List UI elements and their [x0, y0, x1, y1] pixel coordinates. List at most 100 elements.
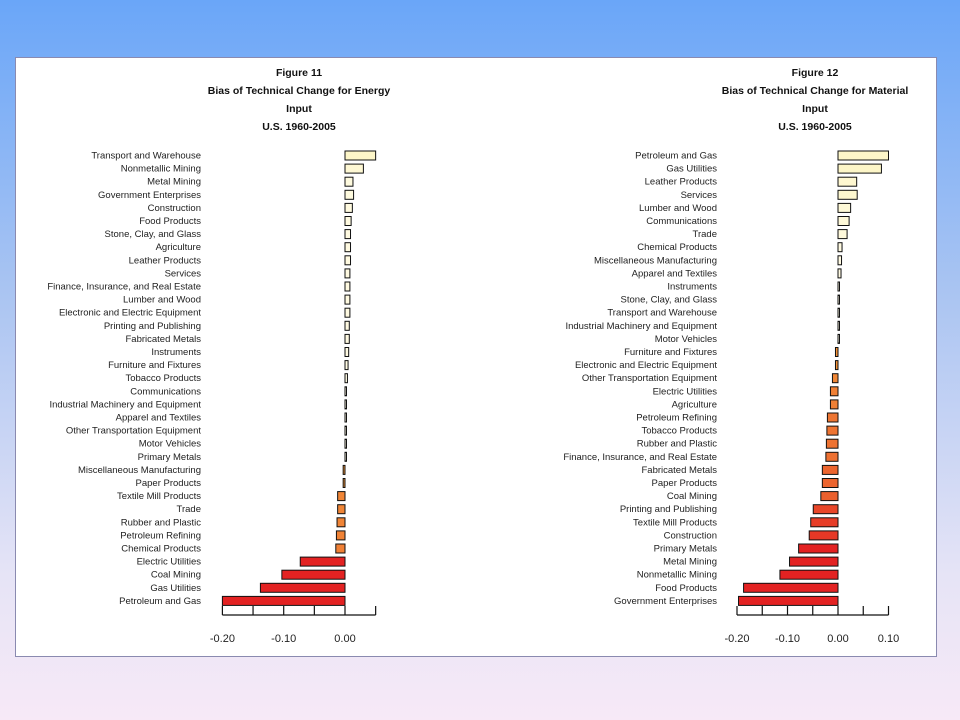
- category-label: Petroleum and Gas: [635, 151, 717, 162]
- category-label: Nonmetallic Mining: [637, 570, 717, 581]
- category-label: Metal Mining: [147, 177, 201, 188]
- category-label: Chemical Products: [637, 242, 717, 253]
- category-label: Electronic and Electric Equipment: [59, 308, 201, 319]
- bar: [344, 294, 351, 305]
- category-label: Finance, Insurance, and Real Estate: [47, 282, 201, 293]
- bar: [344, 242, 352, 253]
- x-tick-label: 0.00: [827, 633, 848, 645]
- bar: [299, 556, 346, 567]
- category-label: Tobacco Products: [125, 373, 201, 384]
- category-label: Printing and Publishing: [104, 321, 201, 332]
- bar: [821, 478, 839, 488]
- bar: [837, 307, 840, 318]
- bar: [342, 464, 346, 475]
- bar: [344, 320, 350, 331]
- bar: [738, 595, 839, 606]
- bar: [337, 504, 346, 515]
- bar: [808, 530, 839, 541]
- bar: [837, 294, 840, 305]
- category-label: Trade: [177, 504, 201, 515]
- chart-title-line: Figure 12: [792, 67, 839, 79]
- category-label: Industrial Machinery and Equipment: [565, 321, 717, 332]
- category-label: Coal Mining: [667, 491, 717, 502]
- category-label: Food Products: [655, 583, 717, 594]
- x-tick-label: 0.00: [334, 633, 355, 645]
- category-label: Leather Products: [645, 177, 718, 188]
- bar: [829, 386, 839, 397]
- bar: [344, 425, 347, 436]
- category-label: Gas Utilities: [150, 583, 201, 594]
- category-label: Furniture and Fixtures: [624, 347, 717, 358]
- x-tick-label: -0.20: [724, 633, 749, 645]
- bar: [837, 242, 843, 253]
- category-label: Tobacco Products: [641, 426, 717, 437]
- x-tick-label: -0.10: [271, 633, 296, 645]
- bar: [336, 517, 346, 528]
- category-label: Rubber and Plastic: [637, 439, 718, 450]
- category-label: Trade: [693, 229, 717, 240]
- bar: [344, 307, 351, 318]
- category-label: Petroleum and Gas: [119, 596, 201, 607]
- category-label: Government Enterprises: [614, 596, 717, 607]
- category-label: Government Enterprises: [98, 190, 201, 201]
- bar: [344, 176, 354, 187]
- category-label: Paper Products: [652, 478, 718, 489]
- category-label: Construction: [148, 203, 201, 214]
- category-label: Rubber and Plastic: [121, 517, 202, 528]
- x-tick-label: -0.20: [210, 633, 235, 645]
- category-label: Apparel and Textiles: [632, 268, 718, 279]
- bar: [335, 543, 346, 554]
- bar: [837, 268, 842, 279]
- category-label: Electric Utilities: [137, 557, 202, 568]
- category-label: Fabricated Metals: [641, 465, 717, 476]
- category-label: Electric Utilities: [653, 386, 718, 397]
- bar: [837, 189, 858, 200]
- bar: [829, 399, 839, 410]
- category-label: Motor Vehicles: [655, 334, 718, 345]
- category-label: Textile Mill Products: [117, 491, 201, 502]
- bar: [344, 255, 352, 266]
- bar: [837, 163, 882, 174]
- category-label: Motor Vehicles: [139, 439, 202, 450]
- category-label: Agriculture: [672, 399, 717, 410]
- bar: [837, 229, 848, 240]
- category-label: Lumber and Wood: [123, 295, 201, 306]
- category-label: Paper Products: [136, 478, 202, 489]
- category-label: Petroleum Refining: [120, 530, 201, 541]
- category-label: Primary Metals: [654, 544, 718, 555]
- category-label: Stone, Clay, and Glass: [105, 229, 202, 240]
- bar: [221, 595, 346, 606]
- bar: [344, 333, 350, 344]
- bar: [837, 333, 840, 344]
- category-label: Transport and Warehouse: [91, 151, 201, 162]
- bar: [344, 281, 351, 292]
- category-label: Stone, Clay, and Glass: [621, 295, 718, 306]
- bar: [820, 491, 839, 502]
- bar: [798, 543, 839, 554]
- bar: [831, 373, 839, 384]
- category-label: Finance, Insurance, and Real Estate: [563, 452, 717, 463]
- bar: [344, 216, 352, 226]
- category-label: Transport and Warehouse: [607, 308, 717, 319]
- chart-title-line: Input: [802, 103, 828, 115]
- bar: [344, 399, 347, 410]
- bar: [826, 425, 839, 436]
- category-label: Electronic and Electric Equipment: [575, 360, 717, 371]
- bar: [789, 556, 839, 567]
- x-tick-label: -0.10: [775, 633, 800, 645]
- bar: [344, 412, 347, 423]
- bar: [259, 582, 346, 593]
- category-label: Gas Utilities: [666, 164, 717, 175]
- category-label: Lumber and Wood: [639, 203, 717, 214]
- chart-title-line: Bias of Technical Change for Energy: [208, 85, 391, 97]
- category-label: Miscellaneous Manufacturing: [594, 255, 717, 266]
- bar: [837, 216, 850, 226]
- bar: [812, 504, 839, 515]
- bar: [344, 202, 353, 213]
- category-label: Petroleum Refining: [636, 413, 717, 424]
- category-label: Services: [165, 268, 202, 279]
- bar: [344, 347, 350, 357]
- bar: [779, 569, 839, 580]
- bar: [335, 530, 346, 541]
- bar: [837, 320, 840, 331]
